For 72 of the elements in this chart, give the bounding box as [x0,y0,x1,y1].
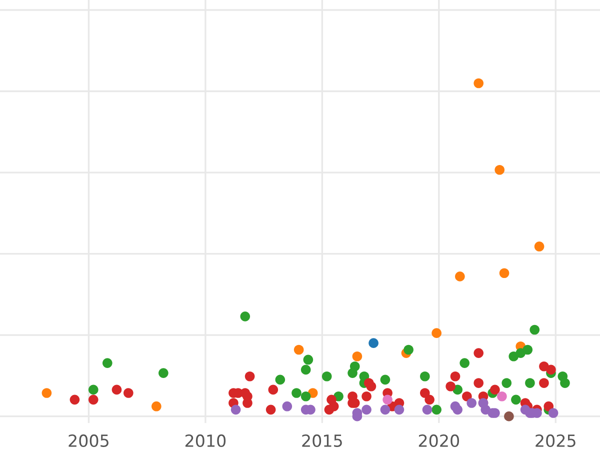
point [462,391,472,402]
point [294,344,304,355]
point [352,351,362,362]
point [525,378,535,388]
point [455,272,465,282]
x-tick-label: 2025 [536,434,576,448]
point [404,344,414,355]
point [380,374,390,385]
x-tick-label: 2020 [418,434,460,448]
point [266,404,276,415]
x-tick-label: 2010 [185,434,226,448]
point [420,388,430,398]
point [460,358,470,368]
point [242,398,252,408]
point [522,344,533,355]
point [452,404,462,415]
point [474,378,484,388]
point [158,368,168,378]
point [432,404,442,415]
point [88,394,98,405]
point [362,404,372,415]
point [368,338,378,348]
point [42,388,52,398]
point [275,374,286,385]
point [102,358,112,368]
point [544,401,554,412]
point [348,368,358,378]
point [123,388,134,398]
point [502,378,512,388]
point [70,394,80,405]
point [324,404,334,415]
point [490,384,500,395]
point [382,394,392,405]
point [240,312,250,322]
point [474,78,484,88]
point [420,371,430,382]
x-tick-label: 2005 [68,434,108,448]
point [230,404,241,415]
point [450,371,460,382]
point [422,404,432,415]
x-tick-label: 2015 [302,434,342,448]
point [424,394,434,405]
point [474,348,484,358]
point [548,408,558,418]
point [112,384,122,395]
point [322,371,332,382]
point [292,388,302,398]
point [268,384,278,395]
point [560,378,570,388]
point [432,328,442,338]
point [394,404,404,415]
point [244,371,255,382]
point [380,404,390,415]
point [88,384,98,395]
point [499,268,510,278]
point [494,164,505,175]
point [446,381,456,392]
point [497,391,507,402]
point [504,411,514,422]
point [539,378,549,388]
point [466,398,477,408]
point [362,391,372,402]
point [511,394,521,405]
point [534,242,544,252]
point [152,401,162,412]
point [530,324,540,335]
point [300,391,311,402]
point [366,381,376,392]
point [303,354,314,365]
point [300,364,311,375]
point [282,401,292,412]
point [546,364,556,375]
